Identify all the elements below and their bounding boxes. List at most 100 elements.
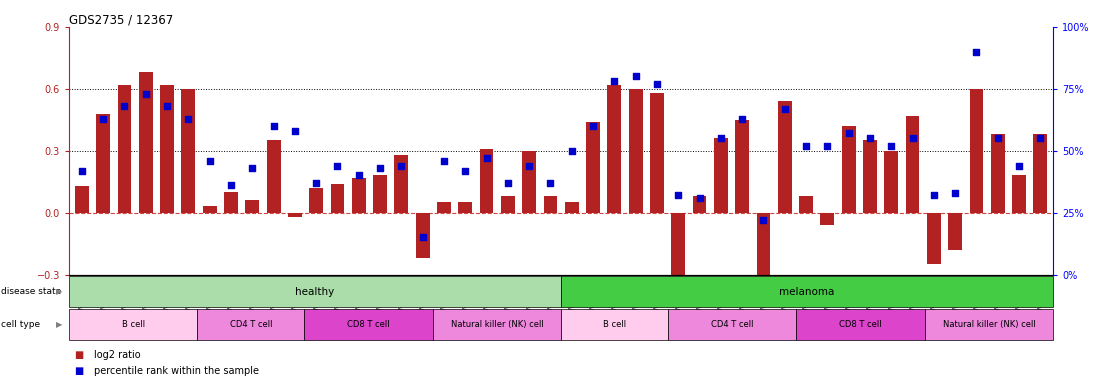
Point bbox=[73, 167, 91, 174]
Text: disease state: disease state bbox=[1, 287, 61, 296]
Point bbox=[350, 172, 367, 179]
Point bbox=[478, 155, 496, 161]
Point bbox=[968, 48, 985, 55]
Point bbox=[585, 123, 602, 129]
Point bbox=[925, 192, 942, 199]
Text: log2 ratio: log2 ratio bbox=[94, 350, 142, 360]
Bar bbox=[757, 213, 770, 306]
Bar bbox=[778, 101, 792, 213]
Point bbox=[755, 217, 772, 223]
Bar bbox=[117, 84, 132, 213]
Point bbox=[393, 162, 410, 169]
Text: Natural killer (NK) cell: Natural killer (NK) cell bbox=[451, 320, 543, 329]
Text: melanoma: melanoma bbox=[780, 287, 835, 297]
Bar bbox=[561, 276, 1053, 307]
Bar bbox=[75, 186, 89, 213]
Bar bbox=[735, 120, 749, 213]
Point bbox=[264, 123, 282, 129]
Point bbox=[223, 182, 240, 189]
Point bbox=[734, 116, 751, 122]
Point bbox=[180, 116, 197, 122]
Bar bbox=[863, 141, 877, 213]
Bar bbox=[608, 84, 621, 213]
Point bbox=[1031, 135, 1049, 141]
Bar bbox=[1013, 175, 1026, 213]
Point bbox=[286, 128, 304, 134]
Bar bbox=[522, 151, 536, 213]
Bar bbox=[501, 196, 514, 213]
Bar bbox=[181, 89, 195, 213]
Point bbox=[882, 143, 900, 149]
Bar bbox=[906, 116, 919, 213]
Point bbox=[691, 195, 709, 201]
Point bbox=[669, 192, 687, 199]
Text: ▶: ▶ bbox=[56, 320, 63, 329]
Bar bbox=[309, 188, 324, 213]
Bar bbox=[565, 202, 579, 213]
Bar bbox=[927, 213, 941, 264]
Bar bbox=[796, 309, 925, 340]
Bar bbox=[841, 126, 856, 213]
Bar bbox=[352, 177, 365, 213]
Point bbox=[798, 143, 815, 149]
Point bbox=[244, 165, 261, 171]
Bar bbox=[203, 207, 216, 213]
Bar bbox=[330, 184, 344, 213]
Point bbox=[563, 147, 580, 154]
Point bbox=[158, 103, 176, 109]
Bar bbox=[69, 276, 561, 307]
Bar bbox=[304, 309, 432, 340]
Bar bbox=[714, 138, 727, 213]
Bar bbox=[459, 202, 472, 213]
Bar bbox=[1033, 134, 1048, 213]
Text: ▶: ▶ bbox=[56, 287, 63, 296]
Point bbox=[947, 190, 964, 196]
Bar bbox=[925, 309, 1053, 340]
Bar bbox=[948, 213, 962, 250]
Bar bbox=[416, 213, 430, 258]
Bar bbox=[69, 309, 197, 340]
Bar bbox=[543, 196, 557, 213]
Bar bbox=[692, 196, 706, 213]
Bar bbox=[224, 192, 238, 213]
Bar bbox=[160, 84, 174, 213]
Point bbox=[712, 135, 730, 141]
Point bbox=[115, 103, 133, 109]
Bar bbox=[884, 151, 898, 213]
Bar bbox=[991, 134, 1005, 213]
Point bbox=[137, 91, 155, 97]
Point bbox=[648, 81, 666, 87]
Point bbox=[94, 116, 112, 122]
Text: percentile rank within the sample: percentile rank within the sample bbox=[94, 366, 259, 376]
Point bbox=[626, 73, 644, 79]
Bar bbox=[432, 309, 561, 340]
Bar bbox=[139, 72, 152, 213]
Bar bbox=[479, 149, 494, 213]
Bar bbox=[197, 309, 304, 340]
Point bbox=[201, 157, 218, 164]
Bar bbox=[629, 89, 643, 213]
Text: cell type: cell type bbox=[1, 320, 41, 329]
Point bbox=[436, 157, 453, 164]
Bar bbox=[97, 114, 110, 213]
Bar bbox=[821, 213, 835, 225]
Point bbox=[414, 234, 431, 240]
Bar bbox=[395, 155, 408, 213]
Text: Natural killer (NK) cell: Natural killer (NK) cell bbox=[942, 320, 1036, 329]
Bar bbox=[561, 309, 668, 340]
Point bbox=[542, 180, 559, 186]
Point bbox=[776, 106, 793, 112]
Bar bbox=[287, 213, 302, 217]
Bar bbox=[668, 309, 796, 340]
Text: ■: ■ bbox=[75, 350, 83, 360]
Bar bbox=[246, 200, 259, 213]
Point bbox=[329, 162, 347, 169]
Point bbox=[499, 180, 517, 186]
Text: healthy: healthy bbox=[295, 287, 335, 297]
Point bbox=[904, 135, 921, 141]
Bar bbox=[651, 93, 664, 213]
Text: CD4 T cell: CD4 T cell bbox=[711, 320, 754, 329]
Point bbox=[456, 167, 474, 174]
Text: GDS2735 / 12367: GDS2735 / 12367 bbox=[69, 14, 173, 27]
Point bbox=[840, 130, 858, 136]
